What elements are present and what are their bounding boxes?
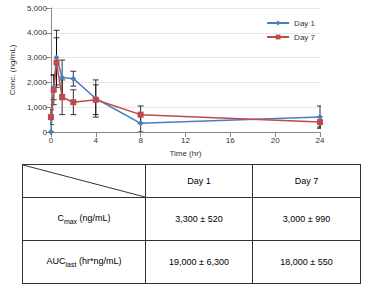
svg-text:Conc. (ng/mL): Conc. (ng/mL)	[8, 44, 17, 95]
svg-text:3,000: 3,000	[27, 53, 48, 62]
svg-text:8: 8	[138, 136, 143, 145]
svg-text:24: 24	[316, 136, 325, 145]
html-text:Cmax(ng/mL): Cmax(ng/mL)	[57, 213, 111, 225]
svg-text:1,000: 1,000	[27, 103, 48, 112]
html-text:18,000 ± 550: 18,000 ± 550	[280, 257, 333, 267]
svg-text:20: 20	[271, 136, 280, 145]
html-text:AUClast(hr*ng/mL): AUClast(hr*ng/mL)	[46, 256, 122, 268]
svg-text:4: 4	[94, 136, 99, 145]
html-text:3,300 ± 520: 3,300 ± 520	[175, 214, 223, 224]
svg-text:Day 1: Day 1	[294, 19, 315, 28]
svg-text:Day 7: Day 7	[294, 33, 315, 42]
html-text:Day 7: Day 7	[294, 176, 319, 186]
svg-text:16: 16	[226, 136, 235, 145]
html-text:3,000 ± 990: 3,000 ± 990	[282, 214, 331, 224]
html-text:19,000 ± 6,300: 19,000 ± 6,300	[169, 257, 229, 267]
svg-text:5,000: 5,000	[27, 4, 48, 13]
svg-text:0: 0	[42, 128, 47, 137]
html-text:Day 1: Day 1	[187, 176, 211, 186]
svg-text:12: 12	[181, 136, 190, 145]
svg-text:2,000: 2,000	[27, 78, 48, 87]
svg-text:0: 0	[49, 136, 54, 145]
svg-text:4,000: 4,000	[27, 28, 48, 37]
svg-text:Time (hr): Time (hr)	[169, 149, 201, 158]
